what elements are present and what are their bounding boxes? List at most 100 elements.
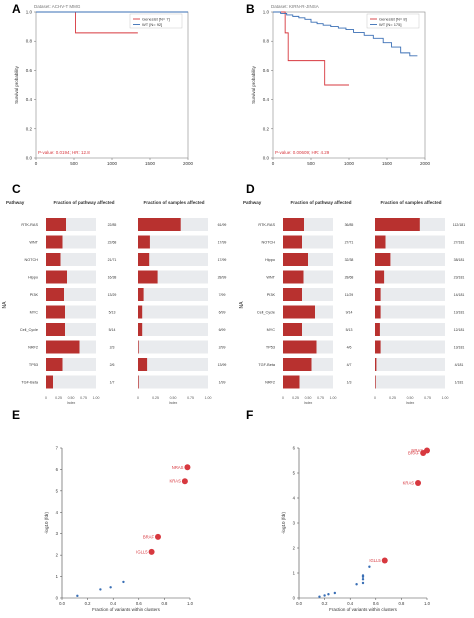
right-fraction-label: 6/99 [219, 328, 226, 332]
x-tick-label: 0.25 [389, 396, 396, 400]
left-bar [283, 288, 302, 301]
left-bar [283, 218, 304, 231]
point-9 [361, 581, 365, 585]
pathway-label: NRF2 [28, 346, 38, 350]
x-tick-label: 0.4 [110, 601, 116, 606]
y-tick-label: 6 [56, 467, 59, 472]
y-tick-label: 7 [56, 446, 59, 451]
point-label: NRAS [172, 465, 184, 470]
right-fraction-label: 14/181 [454, 293, 465, 297]
y-tick-label: 1 [293, 571, 296, 576]
legend-label: WT [N= 92] [142, 22, 162, 27]
x-tick-label: 0.75 [424, 396, 431, 400]
x-tick-label: 0.25 [55, 396, 62, 400]
right-bar [138, 323, 143, 336]
right-fraction-label: 7/99 [219, 293, 226, 297]
left-fraction-label: 1/3 [347, 381, 352, 385]
right-bar [138, 253, 150, 266]
left-bar [46, 375, 53, 389]
x-tick-label: 0.8 [161, 601, 167, 606]
pathway-label: TGF-Beta [21, 381, 39, 385]
x-tick-label: 0.50 [407, 396, 414, 400]
y-axis-label: Survival probability [251, 65, 256, 104]
right-bar-track [375, 270, 445, 284]
left-bar [46, 218, 66, 231]
point-7 [333, 591, 337, 595]
left-bar [46, 305, 65, 319]
x-tick-label: 1000 [107, 161, 118, 166]
x-tick-label: 500 [70, 161, 78, 166]
x-tick-label: 0.8 [398, 601, 404, 606]
right-bar-track [138, 358, 208, 371]
right-fraction-label: 2/99 [219, 346, 226, 350]
right-bar [375, 218, 420, 231]
point-BRAF [420, 450, 427, 456]
left-fraction-label: 4/6 [347, 346, 352, 350]
pathway-label: RTK-RAS [21, 223, 38, 227]
right-bar [375, 358, 377, 371]
pathway-label: MYC [30, 311, 39, 315]
left-bar [283, 358, 312, 371]
x-tick-label: 0 [374, 396, 376, 400]
y-tick-label: 0.4 [26, 97, 33, 102]
right-bar [375, 253, 391, 266]
cluster-scatter-e: 0.0 0.2 0.4 0.6 0.8 1.0 0 1 2 3 4 5 6 7 Fraction of va… [44, 446, 194, 613]
legend-box [366, 13, 420, 29]
x-tick-label: 0.75 [187, 396, 194, 400]
right-bar [375, 305, 381, 319]
right-bar-track [138, 375, 208, 389]
pathway-label: PI3K [30, 293, 39, 297]
x-tick-label: 1.0 [424, 601, 430, 606]
point-8 [355, 583, 358, 586]
left-header: Fraction of pathway affected [290, 200, 351, 205]
left-bar-track [46, 375, 96, 389]
left-bar [46, 235, 63, 249]
point-5 [323, 594, 326, 597]
right-bar-track [375, 358, 445, 371]
right-bar-track [138, 253, 208, 266]
x-tick-label: 1.00 [330, 396, 337, 400]
y-tick-label: 1.0 [263, 10, 270, 15]
pathway-label: WNT [29, 241, 38, 245]
left-bar [283, 270, 304, 284]
legend-label: Genesist [N= 7] [142, 17, 170, 22]
left-bar [283, 375, 300, 389]
x-axis-label: Index [67, 401, 76, 405]
right-bar [375, 323, 380, 336]
right-fraction-label: 38/181 [454, 258, 465, 262]
point-4 [76, 594, 79, 598]
survival-plot-a: Dataset: ACHV-T MMG 0 500 1000 1500 2000 0.0 0.… [14, 4, 194, 166]
left-header: Fraction of pathway affected [53, 200, 114, 205]
right-fraction-label: 12/181 [454, 328, 465, 332]
left-fraction-label: 13/29 [108, 293, 117, 297]
y-tick-label: 4 [56, 510, 59, 515]
point-label: KRAS [169, 479, 181, 484]
point-6 [109, 586, 112, 589]
right-header: Fraction of samples affected [143, 200, 204, 205]
y-tick-label: 0.8 [263, 39, 270, 44]
plot-frame [35, 11, 189, 159]
pathway-label: NOTCH [262, 241, 276, 245]
y-tick-label: 0.2 [26, 126, 33, 131]
x-axis-label: Index [304, 401, 313, 405]
right-fraction-label: 23/181 [454, 276, 465, 280]
x-tick-label: 1.00 [93, 396, 100, 400]
point-4 [318, 595, 321, 598]
x-tick-label: 0.25 [292, 396, 299, 400]
pathway-label: Cell_Cycle [257, 311, 275, 315]
right-bar [138, 340, 139, 354]
right-bar [138, 270, 158, 284]
point-10 [361, 578, 365, 581]
x-axis-label: Fraction of variants within clusters [92, 607, 161, 612]
y-axis-label: NA [2, 301, 8, 309]
x-tick-label: 0.0 [59, 601, 65, 606]
right-fraction-label: 1/181 [455, 381, 464, 385]
x-tick-label: 0.2 [85, 601, 91, 606]
y-tick-label: 4 [293, 496, 296, 501]
left-fraction-label: 11/29 [345, 293, 354, 297]
y-tick-label: 5 [56, 488, 59, 493]
y-tick-label: 1 [56, 574, 59, 579]
x-tick-label: 0.75 [317, 396, 324, 400]
pathway-label: Hippo [28, 276, 38, 280]
left-fraction-label: 22/68 [108, 241, 117, 245]
